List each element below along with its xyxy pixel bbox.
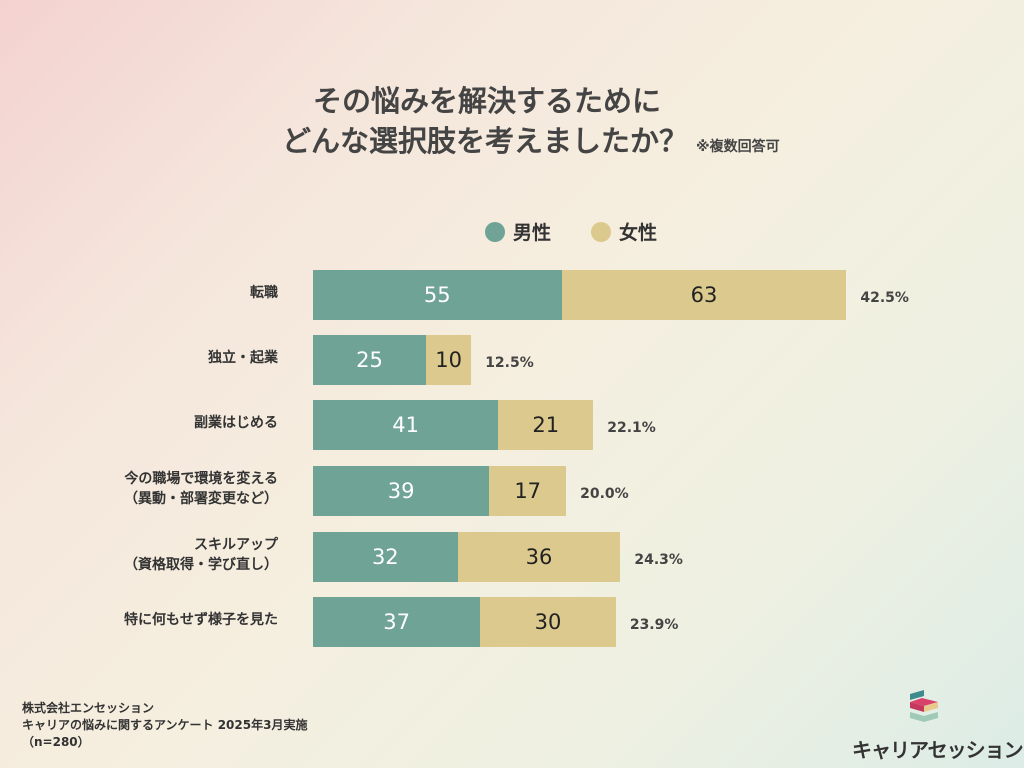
- legend-swatch-female: [591, 221, 612, 242]
- category-label-line: （異動・部署変更など）: [124, 491, 278, 507]
- legend-swatch-male: [485, 221, 505, 242]
- chart-title-line2: どんな選択肢を考えましたか？ ※複数回答可: [282, 118, 1024, 160]
- bar-male: 37: [313, 597, 481, 647]
- legend-item-female: 女性: [591, 218, 657, 245]
- logo: キャリアセッション: [852, 690, 1024, 763]
- bar-male: 41: [313, 400, 499, 450]
- bar-male: 25: [313, 335, 426, 385]
- category-label-line: スキルアップ: [194, 537, 278, 553]
- title-line2-text: どんな選択肢を考えましたか？: [282, 124, 689, 158]
- bar-female: 10: [426, 335, 472, 385]
- footer: 株式会社エンセッション キャリアの悩みに関するアンケート 2025年3月実施 （…: [22, 700, 307, 751]
- category-label: 独立・起業: [208, 348, 278, 368]
- footer-survey: キャリアの悩みに関するアンケート 2025年3月実施: [22, 718, 308, 732]
- category-label-line: 今の職場で環境を変える: [124, 471, 278, 487]
- category-label: 今の職場で環境を変える （異動・部署変更など）: [124, 469, 278, 509]
- footer-sample: （n=280）: [22, 735, 90, 749]
- category-label-line: 副業はじめる: [194, 415, 278, 431]
- percent-label: 22.1%: [607, 420, 656, 436]
- bar-male: 55: [313, 270, 562, 320]
- percent-label: 24.3%: [634, 552, 683, 568]
- percent-label: 42.5%: [860, 290, 909, 306]
- bar-female: 17: [489, 466, 567, 516]
- category-label: 特に何もせず様子を見た: [124, 610, 278, 630]
- logo-text: キャリアセッション: [852, 738, 1024, 762]
- logo-mark-icon: [910, 690, 938, 722]
- bar-female: 21: [498, 400, 594, 450]
- percent-label: 20.0%: [580, 486, 629, 502]
- bar-female: 36: [457, 532, 621, 582]
- bar-male: 32: [313, 532, 458, 582]
- legend: 男性 女性: [485, 218, 697, 245]
- legend-label-male: 男性: [513, 222, 552, 244]
- percent-label: 23.9%: [629, 617, 679, 633]
- category-label: 転職: [250, 283, 278, 303]
- percent-label: 12.5%: [485, 355, 534, 371]
- category-label-line: 独立・起業: [208, 350, 278, 366]
- category-label: スキルアップ （資格取得・学び直し）: [124, 535, 278, 575]
- bar-male: 39: [313, 466, 490, 516]
- category-label: 副業はじめる: [194, 413, 278, 433]
- legend-item-male: 男性: [485, 218, 551, 245]
- title-note: ※複数回答可: [696, 139, 780, 155]
- bar-female: 30: [480, 597, 616, 647]
- bar-female: 63: [561, 270, 847, 320]
- category-label-line: 特に何もせず様子を見た: [124, 612, 278, 628]
- footer-company: 株式会社エンセッション: [22, 701, 155, 715]
- category-label-line: （資格取得・学び直し）: [124, 557, 278, 573]
- category-label-line: 転職: [250, 285, 278, 301]
- chart-title-line1: その悩みを解決するために: [313, 84, 662, 118]
- legend-label-female: 女性: [619, 222, 658, 244]
